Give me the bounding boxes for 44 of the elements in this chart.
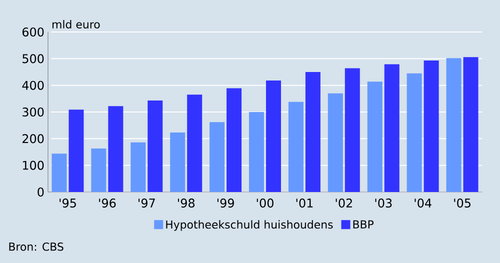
- y-tick-label: 100: [22, 160, 44, 170]
- bar: [266, 80, 282, 192]
- bar: [68, 110, 84, 192]
- x-tick-label: '99: [217, 198, 234, 208]
- bar: [91, 148, 106, 192]
- y-tick-label: 500: [22, 54, 44, 64]
- legend-label: Hypotheekschuld huishoudens: [166, 220, 333, 231]
- bar: [328, 93, 343, 192]
- text: Bron: CBS: [9, 242, 64, 251]
- y-tick-label: 200: [22, 134, 44, 144]
- bar: [288, 102, 304, 192]
- legend-label: BBP: [353, 220, 374, 228]
- bar: [226, 88, 242, 192]
- x-tick-label: '96: [99, 198, 116, 208]
- bar: [344, 68, 360, 192]
- bar: [367, 82, 382, 192]
- x-tick-label: '02: [336, 198, 352, 208]
- y-tick-label: 0: [38, 187, 44, 197]
- x-tick-label: '03: [375, 198, 392, 208]
- bar: [249, 112, 264, 192]
- x-tick-label: '00: [256, 198, 274, 208]
- bar: [170, 132, 186, 192]
- y-tick-label: 300: [22, 107, 44, 117]
- y-tick-label: 400: [22, 80, 44, 90]
- x-tick-label: '97: [138, 198, 155, 208]
- x-tick-label: '98: [178, 198, 195, 208]
- y-tick-label: 600: [22, 27, 44, 37]
- bar: [187, 94, 202, 192]
- bar: [130, 142, 146, 192]
- x-tick-label: '95: [60, 198, 76, 208]
- bar: [210, 122, 225, 192]
- bar: [424, 60, 439, 192]
- bar: [148, 100, 163, 192]
- bar: [108, 106, 124, 192]
- bar: [52, 154, 67, 192]
- x-tick-label: '04: [414, 198, 432, 208]
- x-tick-label: '05: [454, 198, 470, 208]
- bar: [406, 73, 422, 192]
- bar: [384, 64, 400, 192]
- bar: [305, 72, 320, 192]
- y-axis-title: mld euro: [52, 20, 100, 28]
- x-tick-label: '01: [296, 198, 313, 208]
- bar: [463, 57, 478, 192]
- bar: [446, 58, 462, 192]
